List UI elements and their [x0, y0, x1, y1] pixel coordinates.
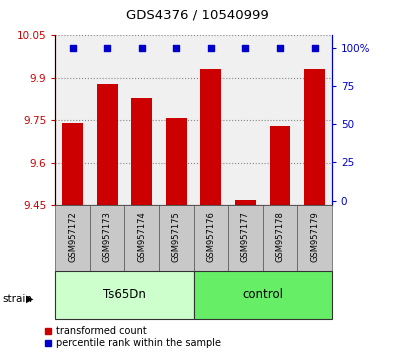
- Bar: [55, 205, 90, 271]
- Text: GSM957175: GSM957175: [172, 211, 181, 262]
- Bar: [62, 123, 83, 205]
- Point: [173, 45, 179, 51]
- Text: GSM957176: GSM957176: [206, 211, 215, 262]
- Point: [277, 45, 283, 51]
- Text: Ts65Dn: Ts65Dn: [103, 288, 146, 301]
- Bar: [90, 205, 124, 271]
- Bar: [159, 205, 194, 271]
- Bar: [97, 84, 118, 205]
- Text: strain: strain: [2, 294, 32, 304]
- Point: [311, 45, 318, 51]
- Text: GDS4376 / 10540999: GDS4376 / 10540999: [126, 9, 269, 22]
- Text: GSM957177: GSM957177: [241, 211, 250, 262]
- Legend: transformed count, percentile rank within the sample: transformed count, percentile rank withi…: [44, 326, 221, 348]
- Point: [104, 45, 110, 51]
- Point: [70, 45, 76, 51]
- Bar: [194, 205, 228, 271]
- Bar: [131, 98, 152, 205]
- Bar: [55, 271, 194, 319]
- Bar: [304, 69, 325, 205]
- Bar: [194, 271, 332, 319]
- Bar: [263, 205, 297, 271]
- Bar: [201, 69, 221, 205]
- Bar: [166, 118, 187, 205]
- Text: GSM957179: GSM957179: [310, 211, 319, 262]
- Text: GSM957173: GSM957173: [103, 211, 112, 262]
- Text: GSM957172: GSM957172: [68, 211, 77, 262]
- Point: [208, 45, 214, 51]
- Bar: [235, 200, 256, 205]
- Point: [139, 45, 145, 51]
- Point: [242, 45, 248, 51]
- Bar: [124, 205, 159, 271]
- Text: GSM957174: GSM957174: [137, 211, 146, 262]
- Text: ▶: ▶: [26, 294, 33, 304]
- Text: control: control: [242, 288, 283, 301]
- Bar: [269, 126, 290, 205]
- Bar: [297, 205, 332, 271]
- Bar: [228, 205, 263, 271]
- Text: GSM957178: GSM957178: [275, 211, 284, 262]
